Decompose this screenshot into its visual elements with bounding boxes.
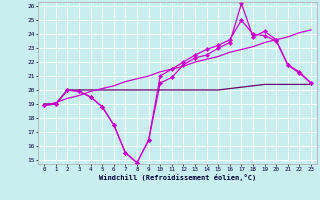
X-axis label: Windchill (Refroidissement éolien,°C): Windchill (Refroidissement éolien,°C) xyxy=(99,174,256,181)
